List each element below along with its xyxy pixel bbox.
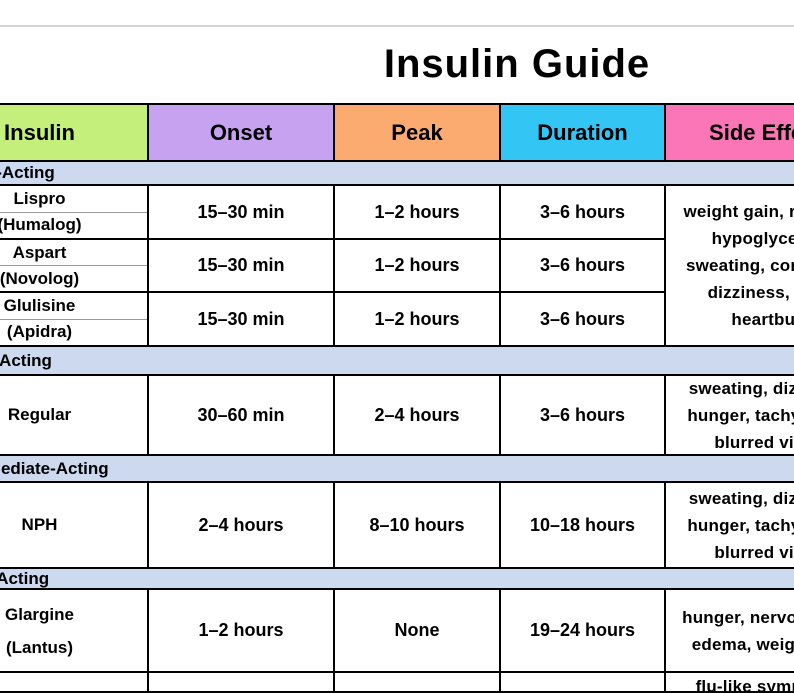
insulin-table: Insulin Onset Peak Duration Side Effects…: [0, 103, 794, 693]
peak-cell: 1–2 hours: [335, 186, 501, 240]
side-effect-line: blurred vision: [714, 432, 794, 452]
duration-cell: [501, 673, 666, 693]
duration-cell: 3–6 hours: [501, 186, 666, 240]
side-effects-cell: weight gain, redness, hypoglycemia, swea…: [666, 186, 794, 347]
column-header-side-effects: Side Effects: [666, 103, 794, 162]
onset-cell: 30–60 min: [149, 376, 335, 456]
side-effect-line: flu-like symptoms,: [695, 677, 794, 693]
insulin-name-cell: Lispro (Humalog): [0, 186, 149, 240]
side-effect-line: hunger, tachycardia,: [687, 515, 794, 535]
side-effect-line: blurred vision: [714, 542, 794, 562]
peak-cell: 2–4 hours: [335, 376, 501, 456]
side-effects-cell: sweating, dizziness, hunger, tachycardia…: [666, 483, 794, 569]
insulin-brand: (Apidra): [6, 322, 73, 342]
side-effects-cell: hunger, nervousness, edema, weight gain: [666, 590, 794, 673]
duration-cell: 19–24 hours: [501, 590, 666, 673]
side-effects-cell: flu-like symptoms,: [666, 673, 794, 693]
peak-cell: 1–2 hours: [335, 240, 501, 293]
duration-cell: 3–6 hours: [501, 240, 666, 293]
side-effect-line: sweating, confusion,: [685, 256, 794, 275]
section-band-intermediate-acting: Intermediate-Acting: [0, 456, 794, 483]
top-divider-line: [0, 25, 794, 27]
side-effect-line: edema, weight gain: [691, 634, 794, 654]
column-header-insulin: Insulin: [0, 103, 149, 162]
insulin-name-cell: [0, 673, 149, 693]
onset-cell: 15–30 min: [149, 293, 335, 347]
insulin-brand: (Lantus): [5, 637, 74, 657]
column-header-onset: Onset: [149, 103, 335, 162]
column-header-peak: Peak: [335, 103, 501, 162]
insulin-name: Glargine: [5, 604, 74, 624]
peak-cell: 8–10 hours: [335, 483, 501, 569]
onset-cell: 2–4 hours: [149, 483, 335, 569]
duration-cell: 10–18 hours: [501, 483, 666, 569]
insulin-name-cell: Glulisine (Apidra): [0, 293, 149, 347]
insulin-brand: (Humalog): [0, 215, 82, 235]
side-effect-line: heartburn: [731, 310, 794, 329]
column-header-duration: Duration: [501, 103, 666, 162]
insulin-name: Aspart: [12, 242, 67, 262]
duration-cell: 3–6 hours: [501, 376, 666, 456]
side-effect-line: weight gain, redness,: [683, 202, 794, 221]
section-band-short-acting: Short-Acting: [0, 347, 794, 376]
side-effect-line: hypoglycemia,: [711, 229, 794, 248]
insulin-name: Glulisine: [3, 295, 76, 315]
name-brand-divider: [0, 265, 147, 266]
peak-cell: 1–2 hours: [335, 293, 501, 347]
side-effect-line: sweating, dizziness,: [688, 378, 794, 398]
insulin-name: Lispro: [13, 188, 66, 208]
page-title: Insulin Guide: [383, 42, 651, 86]
side-effect-line: dizziness, rash,: [707, 283, 794, 302]
insulin-brand: (Novolog): [0, 268, 80, 288]
onset-cell: 1–2 hours: [149, 590, 335, 673]
peak-cell: [335, 673, 501, 693]
onset-cell: 15–30 min: [149, 186, 335, 240]
insulin-name-cell: Regular: [0, 376, 149, 456]
name-brand-divider: [0, 211, 147, 213]
side-effect-line: hunger, nervousness,: [682, 607, 794, 627]
name-brand-divider: [0, 318, 147, 320]
insulin-name-cell: Aspart (Novolog): [0, 240, 149, 293]
onset-cell: 15–30 min: [149, 240, 335, 293]
insulin-name-cell: NPH: [0, 483, 149, 569]
onset-cell: [149, 673, 335, 693]
duration-cell: 3–6 hours: [501, 293, 666, 347]
insulin-name-cell: Glargine (Lantus): [0, 590, 149, 673]
side-effect-line: hunger, tachycardia,: [687, 405, 794, 425]
section-band-rapid-acting: Rapid-Acting: [0, 162, 794, 186]
side-effects-cell: sweating, dizziness, hunger, tachycardia…: [666, 376, 794, 456]
section-band-long-acting: Long-Acting: [0, 569, 794, 590]
side-effect-line: sweating, dizziness,: [688, 488, 794, 508]
peak-cell: None: [335, 590, 501, 673]
